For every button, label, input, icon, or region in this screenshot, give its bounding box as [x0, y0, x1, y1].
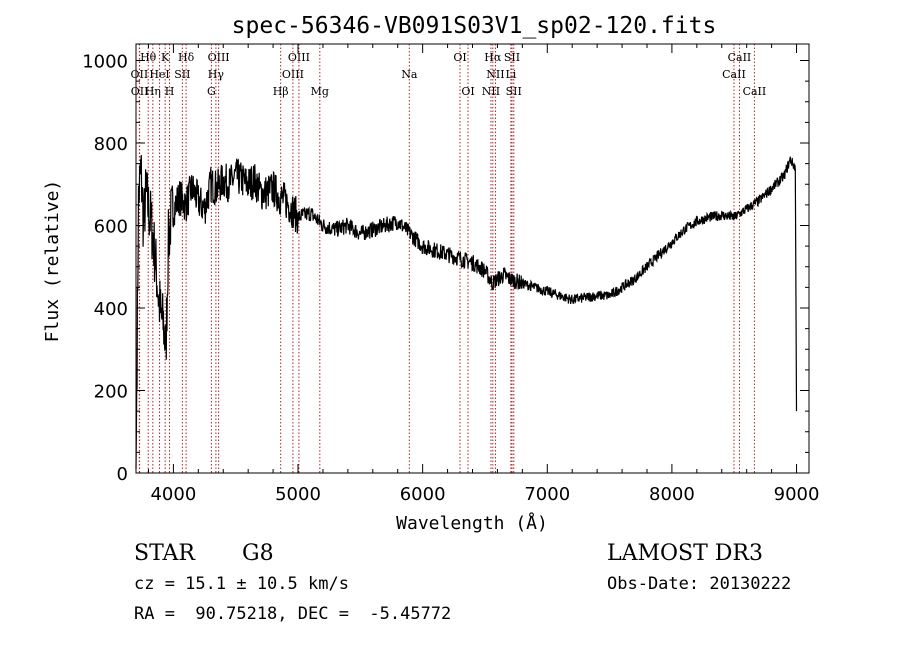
spectral-line-label: NII [486, 68, 504, 81]
spectral-line-label: SII [504, 51, 520, 64]
spectral-line-label: Hγ [208, 68, 225, 81]
object-subclass: G8 [242, 541, 274, 566]
survey-name: LAMOST DR3 [607, 541, 763, 566]
y-axis-label: Flux (relative) [42, 180, 63, 343]
y-tick-label: 1000 [82, 52, 128, 73]
spectral-line-label: OI [453, 51, 466, 64]
redshift-text: cz = 15.1 ± 10.5 km/s [134, 574, 349, 594]
x-tick-label: 7000 [524, 484, 570, 505]
spectral-line-label: HeI [149, 68, 169, 81]
spectral-line-label: Hα [484, 51, 502, 64]
spectral-line-label: Hδ [178, 51, 195, 64]
spectral-line-label: OIII [288, 51, 310, 64]
y-tick-label: 400 [94, 299, 128, 320]
spectral-line-label: K [161, 51, 170, 64]
y-tick-label: 200 [94, 382, 128, 403]
spectral-line-label: CaII [722, 68, 746, 81]
spectral-line-label: OIII [282, 68, 304, 81]
x-tick-label: 5000 [275, 484, 321, 505]
spectral-line-label: SII [506, 85, 522, 98]
x-axis-label: Wavelength (Å) [396, 512, 548, 534]
spectral-line-label: NII [482, 85, 500, 98]
y-tick-label: 600 [94, 217, 128, 238]
spectral-line-label: Hθ [140, 51, 157, 64]
spectral-line-label: OIII [208, 51, 230, 64]
y-tick-label: 0 [117, 464, 128, 485]
spectral-line-label: Na [401, 68, 418, 81]
spectral-line-label: Mg [311, 85, 329, 98]
spectral-line-label: Li [505, 68, 516, 81]
spectral-line-label: OII [131, 68, 149, 81]
spectral-line-label: Hη [145, 85, 161, 98]
spectral-line-label: OI [461, 85, 474, 98]
spectral-line-label: Hβ [273, 85, 289, 98]
x-tick-label: 9000 [774, 484, 820, 505]
spectral-line-label: G [207, 85, 216, 98]
spectral-line-label: H [165, 85, 175, 98]
x-tick-label: 6000 [400, 484, 446, 505]
obs-date-text: Obs-Date: 20130222 [607, 574, 792, 594]
spectral-line-markers [138, 44, 755, 473]
spectral-line-label: CaII [728, 51, 752, 64]
coordinates-text: RA = 90.75218, DEC = -5.45772 [134, 604, 452, 624]
y-tick-label: 800 [94, 134, 128, 155]
spectral-line-label: OII [131, 85, 149, 98]
x-tick-label: 4000 [150, 484, 196, 505]
spectral-line-label: CaII [743, 85, 767, 98]
object-class: STAR [134, 541, 195, 566]
spectral-line-label: SII [174, 68, 190, 81]
x-tick-label: 8000 [649, 484, 695, 505]
axis-ticks: 4000 5000 6000 7000 8000 9000 0 200 400 600 800 100… [82, 44, 819, 505]
flux-series-line [135, 155, 798, 469]
chart-title: spec-56346-VB091S03V1_sp02-120.fits [232, 13, 717, 39]
